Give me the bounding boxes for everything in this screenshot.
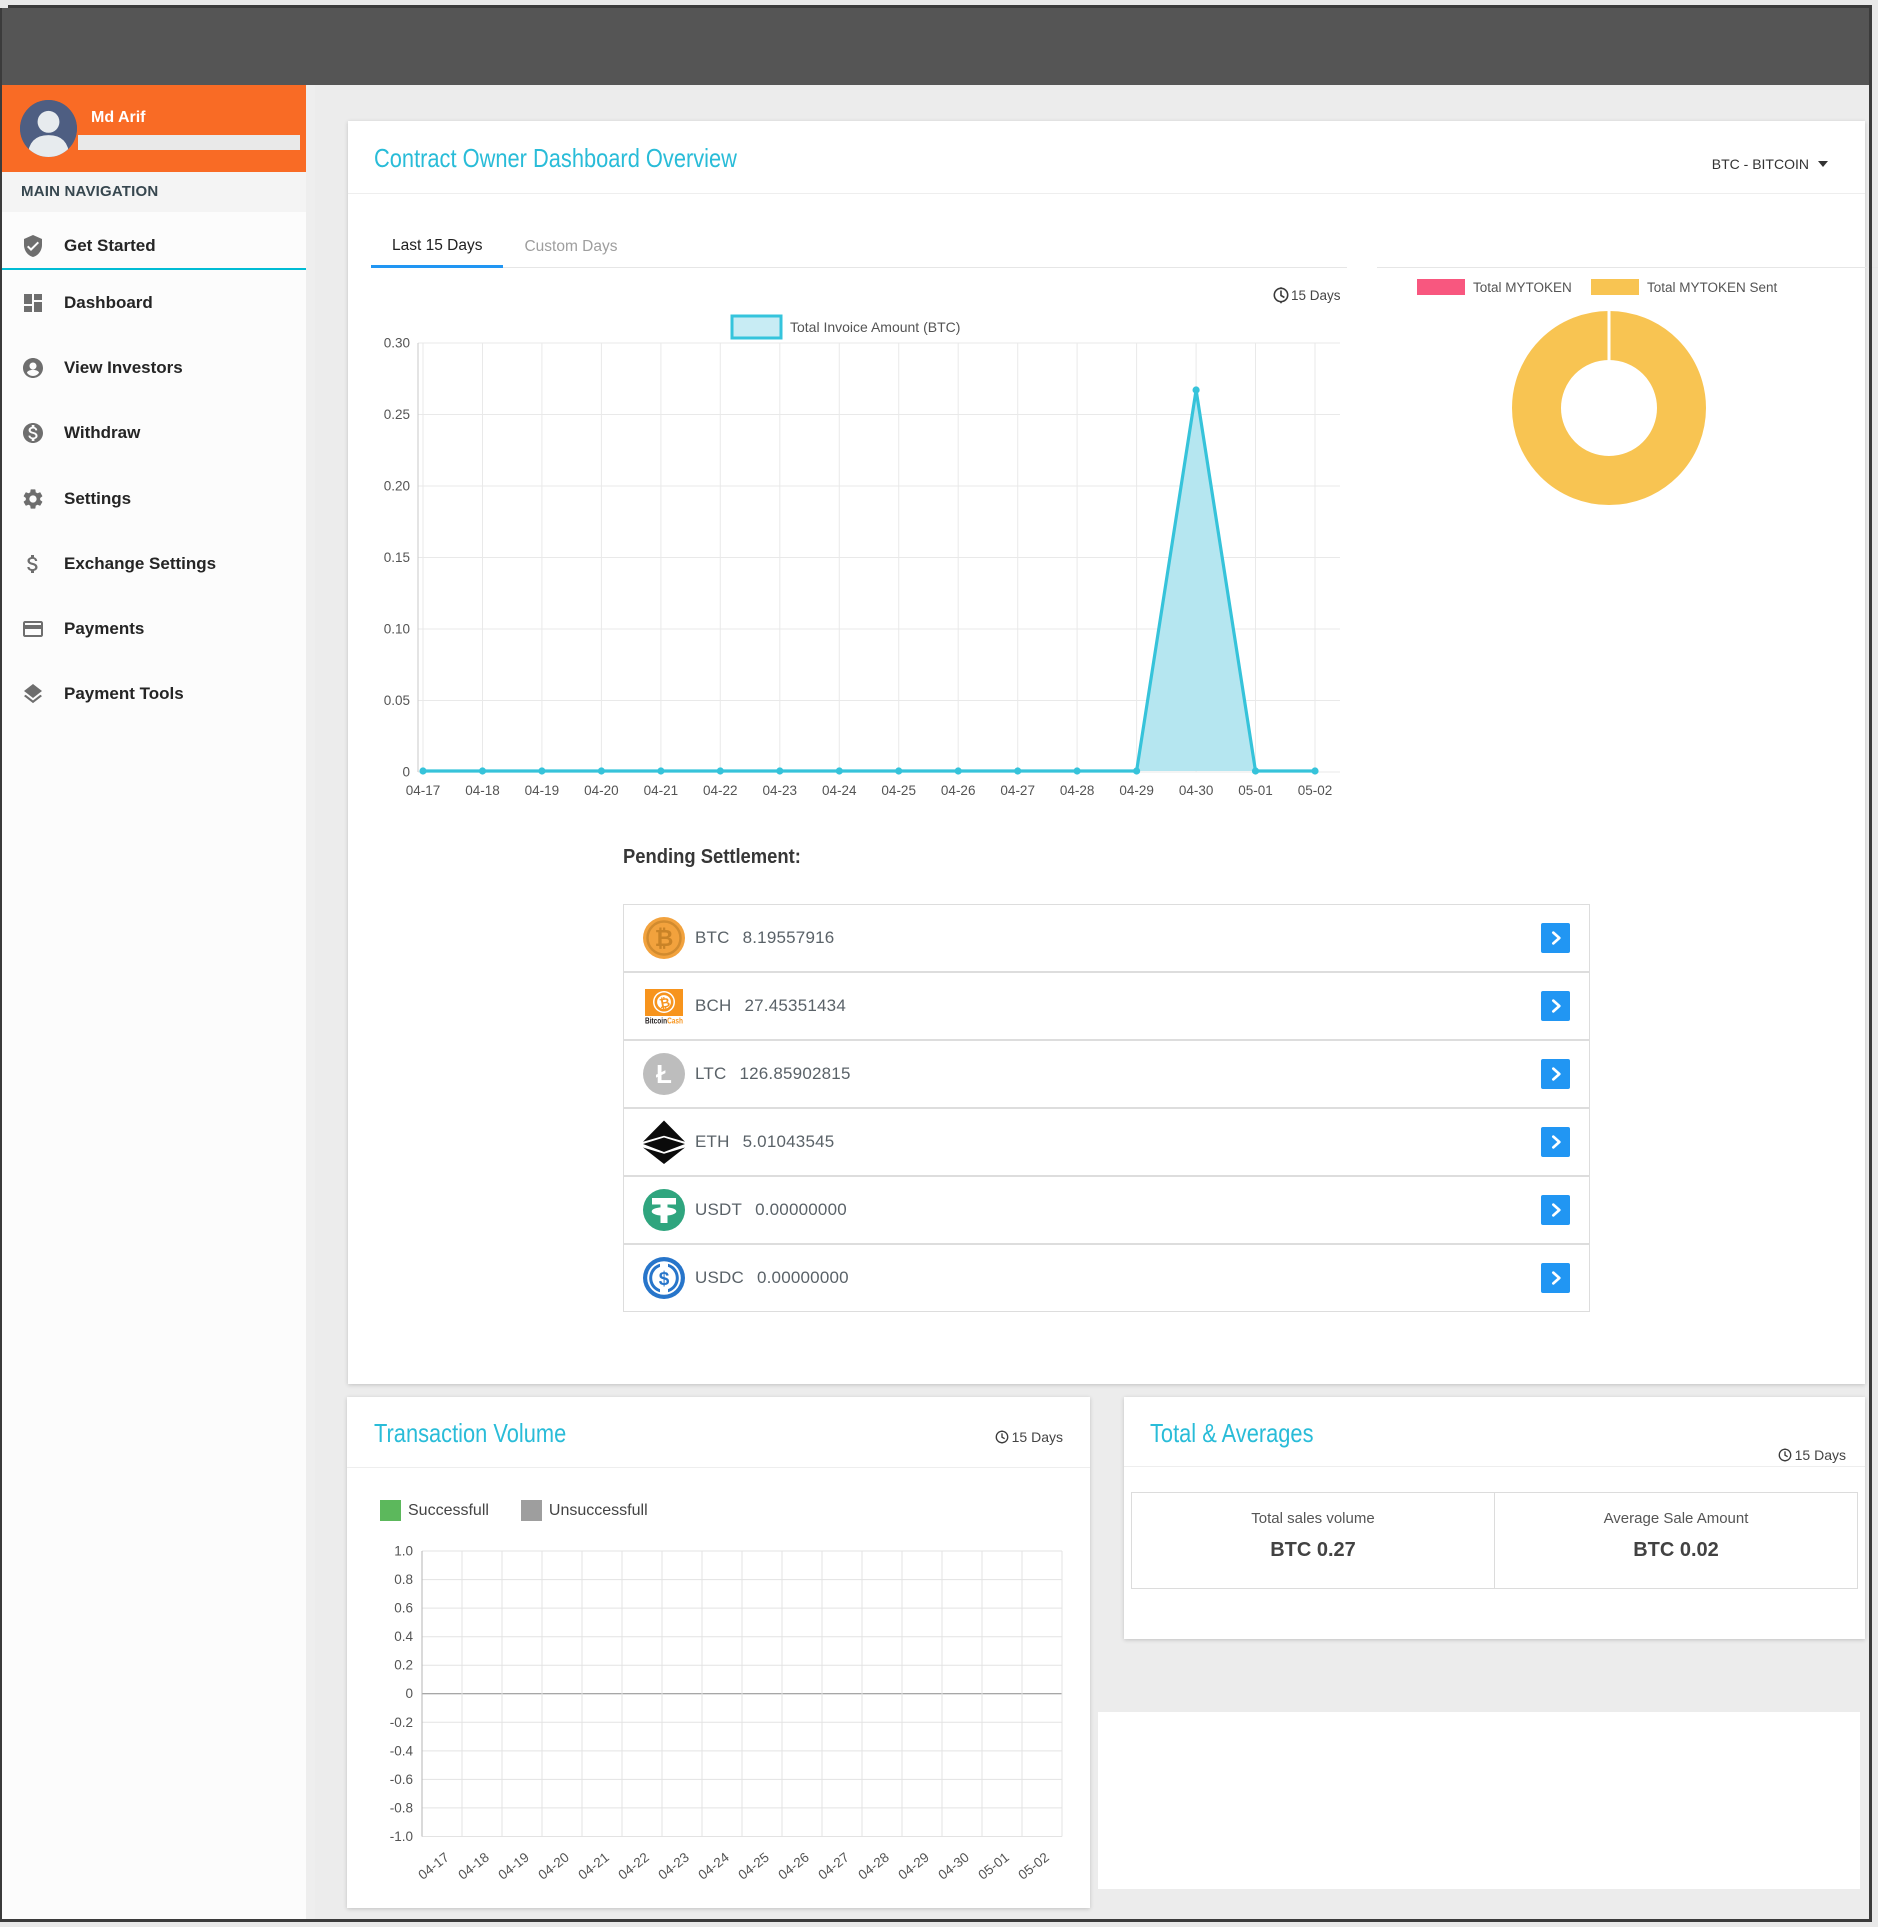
svg-text:Total Invoice Amount (BTC): Total Invoice Amount (BTC) [790, 319, 960, 335]
svg-text:04-22: 04-22 [703, 783, 738, 798]
svg-text:-0.2: -0.2 [390, 1715, 413, 1730]
svg-text:1.0: 1.0 [394, 1544, 413, 1559]
svg-text:05-01: 05-01 [975, 1850, 1011, 1883]
svg-text:04-30: 04-30 [1179, 783, 1214, 798]
svg-text:15 Days: 15 Days [1291, 288, 1341, 303]
svg-text:-0.6: -0.6 [390, 1772, 413, 1787]
svg-text:04-24: 04-24 [695, 1849, 732, 1882]
svg-text:04-29: 04-29 [1119, 783, 1154, 798]
svg-text:04-24: 04-24 [822, 783, 857, 798]
svg-text:0.15: 0.15 [384, 550, 410, 565]
svg-text:04-21: 04-21 [644, 783, 679, 798]
svg-text:$: $ [659, 1269, 670, 1290]
svg-text:-0.4: -0.4 [390, 1743, 414, 1758]
svg-text:05-01: 05-01 [1238, 783, 1273, 798]
svg-text:Total MYTOKEN: Total MYTOKEN [1473, 280, 1572, 295]
svg-text:04-25: 04-25 [735, 1850, 771, 1883]
svg-text:04-26: 04-26 [775, 1850, 811, 1883]
svg-text:Total MYTOKEN Sent: Total MYTOKEN Sent [1647, 280, 1778, 295]
svg-text:04-18: 04-18 [455, 1850, 491, 1883]
svg-text:04-19: 04-19 [525, 783, 560, 798]
svg-text:0.25: 0.25 [384, 407, 410, 422]
svg-text:₿: ₿ [658, 995, 671, 1012]
svg-text:0.20: 0.20 [384, 479, 410, 494]
svg-text:0.05: 0.05 [384, 693, 410, 708]
svg-text:0: 0 [402, 765, 410, 780]
svg-text:04-19: 04-19 [495, 1850, 531, 1883]
svg-text:0.8: 0.8 [394, 1572, 413, 1587]
svg-text:04-21: 04-21 [575, 1850, 611, 1883]
svg-text:05-02: 05-02 [1298, 783, 1333, 798]
svg-text:04-25: 04-25 [881, 783, 916, 798]
svg-text:04-18: 04-18 [465, 783, 500, 798]
svg-text:04-23: 04-23 [655, 1850, 691, 1883]
svg-text:₿: ₿ [655, 925, 674, 951]
svg-text:04-22: 04-22 [615, 1850, 651, 1883]
svg-text:04-30: 04-30 [935, 1850, 971, 1883]
svg-text:0.2: 0.2 [394, 1658, 413, 1673]
svg-text:04-17: 04-17 [415, 1850, 451, 1883]
svg-text:05-02: 05-02 [1015, 1850, 1051, 1883]
svg-text:04-17: 04-17 [406, 783, 441, 798]
svg-text:0.6: 0.6 [394, 1601, 413, 1616]
svg-text:-1.0: -1.0 [390, 1829, 413, 1844]
svg-text:0: 0 [405, 1686, 413, 1701]
svg-text:04-20: 04-20 [584, 783, 619, 798]
svg-text:04-27: 04-27 [815, 1850, 851, 1883]
svg-text:-0.8: -0.8 [390, 1800, 413, 1815]
svg-text:04-26: 04-26 [941, 783, 976, 798]
svg-text:0.4: 0.4 [394, 1629, 413, 1644]
svg-text:04-20: 04-20 [535, 1850, 571, 1883]
svg-text:04-27: 04-27 [1000, 783, 1035, 798]
svg-text:04-23: 04-23 [763, 783, 798, 798]
svg-text:0.10: 0.10 [384, 622, 410, 637]
svg-text:04-29: 04-29 [895, 1850, 931, 1883]
svg-text:04-28: 04-28 [855, 1850, 891, 1883]
svg-text:0.30: 0.30 [384, 336, 410, 351]
svg-text:BitcoinCash: BitcoinCash [645, 1017, 683, 1026]
svg-text:04-28: 04-28 [1060, 783, 1095, 798]
svg-text:Ł: Ł [656, 1059, 672, 1089]
